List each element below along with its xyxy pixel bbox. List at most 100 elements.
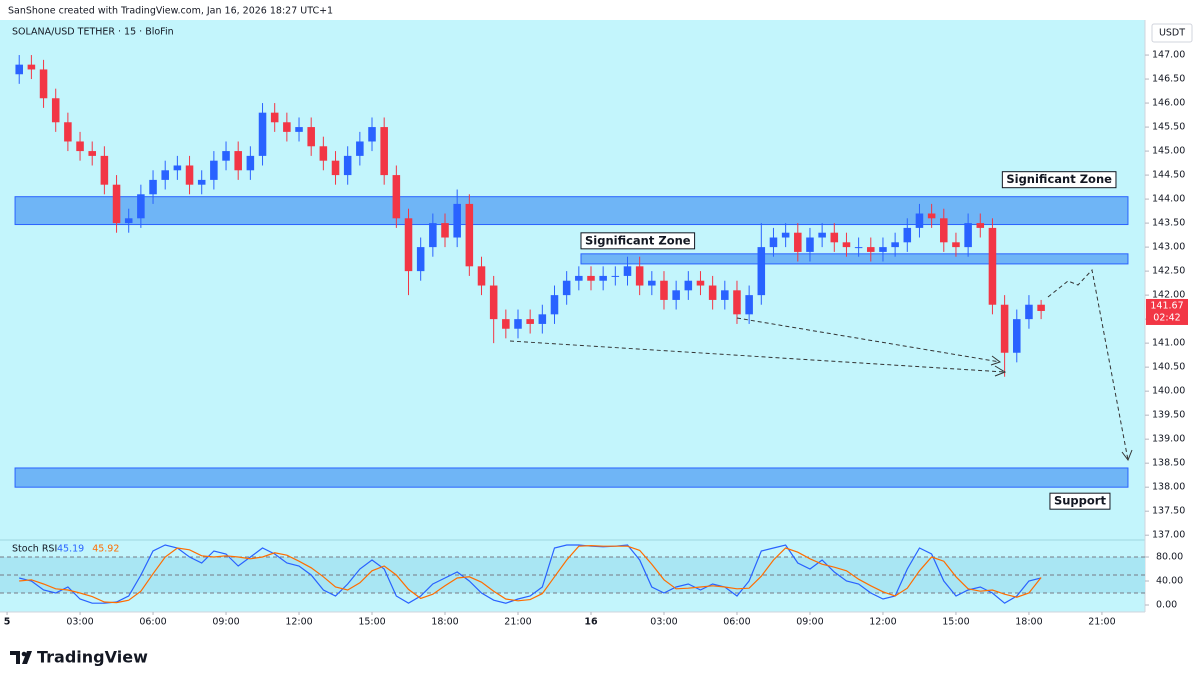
candle-body bbox=[623, 266, 632, 276]
candle-body bbox=[587, 275, 595, 281]
candle-body bbox=[1013, 319, 1021, 353]
candle-body bbox=[781, 232, 790, 238]
y-tick-label: 137.50 bbox=[1152, 506, 1185, 517]
credit: SanShone created with TradingView.com, J… bbox=[8, 6, 333, 17]
zone bbox=[14, 196, 1129, 226]
candle-body bbox=[64, 122, 72, 142]
trend-line bbox=[736, 317, 1001, 363]
candle-body bbox=[307, 127, 315, 147]
candle-body bbox=[331, 160, 340, 176]
candle-body bbox=[76, 141, 84, 152]
x-tick-label: 12:00 bbox=[869, 617, 896, 628]
candle-body bbox=[234, 151, 242, 171]
x-tick-label: 15:00 bbox=[358, 617, 385, 628]
x-tick-label: 21:00 bbox=[1088, 617, 1115, 628]
y-tick-label: 140.00 bbox=[1152, 386, 1185, 397]
x-tick-label: 09:00 bbox=[796, 617, 823, 628]
candle-body bbox=[842, 242, 851, 248]
candle-body bbox=[319, 146, 328, 161]
x-tick-label: 03:00 bbox=[66, 617, 93, 628]
y-tick-label: 139.00 bbox=[1152, 434, 1185, 445]
zone-label: Significant Zone bbox=[580, 232, 696, 250]
candle-body bbox=[416, 247, 425, 272]
y-tick-label: 147.00 bbox=[1152, 50, 1185, 61]
y-tick-label: 80.00 bbox=[1156, 552, 1183, 563]
candle-body bbox=[15, 64, 23, 75]
candle-body bbox=[1025, 304, 1033, 320]
candle-body bbox=[745, 295, 753, 315]
candle-body bbox=[635, 266, 644, 286]
y-tick-label: 145.00 bbox=[1152, 146, 1185, 157]
candle-body bbox=[854, 247, 863, 249]
candle-body bbox=[100, 155, 109, 185]
candle-body bbox=[112, 184, 121, 224]
candle-body bbox=[465, 203, 474, 267]
candle-body bbox=[356, 141, 364, 156]
candle-body bbox=[818, 232, 826, 238]
x-tick-label: 09:00 bbox=[212, 617, 239, 628]
candle-body bbox=[696, 280, 705, 286]
candle-body bbox=[575, 275, 583, 281]
candle-body bbox=[124, 218, 133, 224]
candle-body bbox=[477, 266, 486, 286]
chart-background bbox=[0, 20, 1145, 612]
candle-body bbox=[903, 227, 912, 243]
candle-body bbox=[550, 295, 559, 315]
zone-label-text: Significant Zone bbox=[1006, 172, 1112, 186]
y-tick-label: 0.00 bbox=[1156, 600, 1177, 611]
candle-body bbox=[830, 232, 839, 243]
candle-body bbox=[295, 127, 303, 132]
x-tick-label: 18:00 bbox=[431, 617, 458, 628]
drawings bbox=[509, 268, 1129, 461]
candle-body bbox=[1000, 304, 1009, 353]
candle-body bbox=[380, 127, 388, 176]
y-tick-label: 145.50 bbox=[1152, 122, 1185, 133]
projection-path bbox=[1047, 268, 1129, 461]
zone-label: Significant Zone bbox=[1001, 171, 1117, 189]
x-tick-label: 16 bbox=[584, 617, 598, 628]
last-price-tag bbox=[1146, 298, 1188, 325]
x-tick-label: 06:00 bbox=[723, 617, 750, 628]
indicator-value: 45.19 bbox=[57, 544, 84, 555]
candle-body bbox=[672, 290, 680, 300]
zone-label-box bbox=[1049, 492, 1111, 510]
indicator-value: 45.92 bbox=[92, 544, 119, 555]
candle-body bbox=[149, 179, 157, 195]
symbol-title: SOLANA/USD TETHER · 15 · BloFin bbox=[12, 27, 174, 38]
y-tick-label: 143.00 bbox=[1152, 242, 1185, 253]
y-tick-label: 40.00 bbox=[1156, 576, 1183, 587]
x-tick-label: 12:00 bbox=[285, 617, 312, 628]
y-tick-label: 143.50 bbox=[1152, 218, 1185, 229]
y-tick-label: 146.50 bbox=[1152, 74, 1185, 85]
y-tick-label: 142.00 bbox=[1152, 290, 1185, 301]
x-tick-label: 5 bbox=[4, 617, 11, 628]
y-tick-label: 139.50 bbox=[1152, 410, 1185, 421]
candle-body bbox=[733, 290, 741, 315]
candle-body bbox=[879, 247, 887, 252]
trend-line bbox=[509, 340, 1006, 373]
candle-body bbox=[502, 319, 510, 329]
candle-body bbox=[368, 127, 376, 142]
candle-body bbox=[927, 213, 936, 219]
y-tick-label: 137.00 bbox=[1152, 530, 1185, 541]
currency-box bbox=[1151, 23, 1193, 43]
candle-body bbox=[964, 223, 972, 248]
plot: Significant Zone Significant Zone Support bbox=[0, 55, 1145, 604]
candle-body bbox=[708, 285, 717, 300]
candle-body bbox=[39, 69, 48, 99]
candle-body bbox=[538, 314, 547, 324]
currency: USDT bbox=[1159, 28, 1185, 39]
candle-body bbox=[392, 175, 401, 219]
x-tick-label: 03:00 bbox=[650, 617, 677, 628]
candle-body bbox=[185, 165, 194, 185]
candle-body bbox=[270, 112, 279, 123]
zone bbox=[14, 467, 1129, 488]
logo: TradingView bbox=[10, 648, 148, 667]
candle-body bbox=[210, 160, 218, 180]
y-tick-label: 138.00 bbox=[1152, 482, 1185, 493]
zone-label-text: Significant Zone bbox=[585, 233, 691, 247]
y-tick-label: 138.50 bbox=[1152, 458, 1185, 469]
candle-body bbox=[952, 242, 960, 248]
candle-body bbox=[283, 122, 291, 132]
